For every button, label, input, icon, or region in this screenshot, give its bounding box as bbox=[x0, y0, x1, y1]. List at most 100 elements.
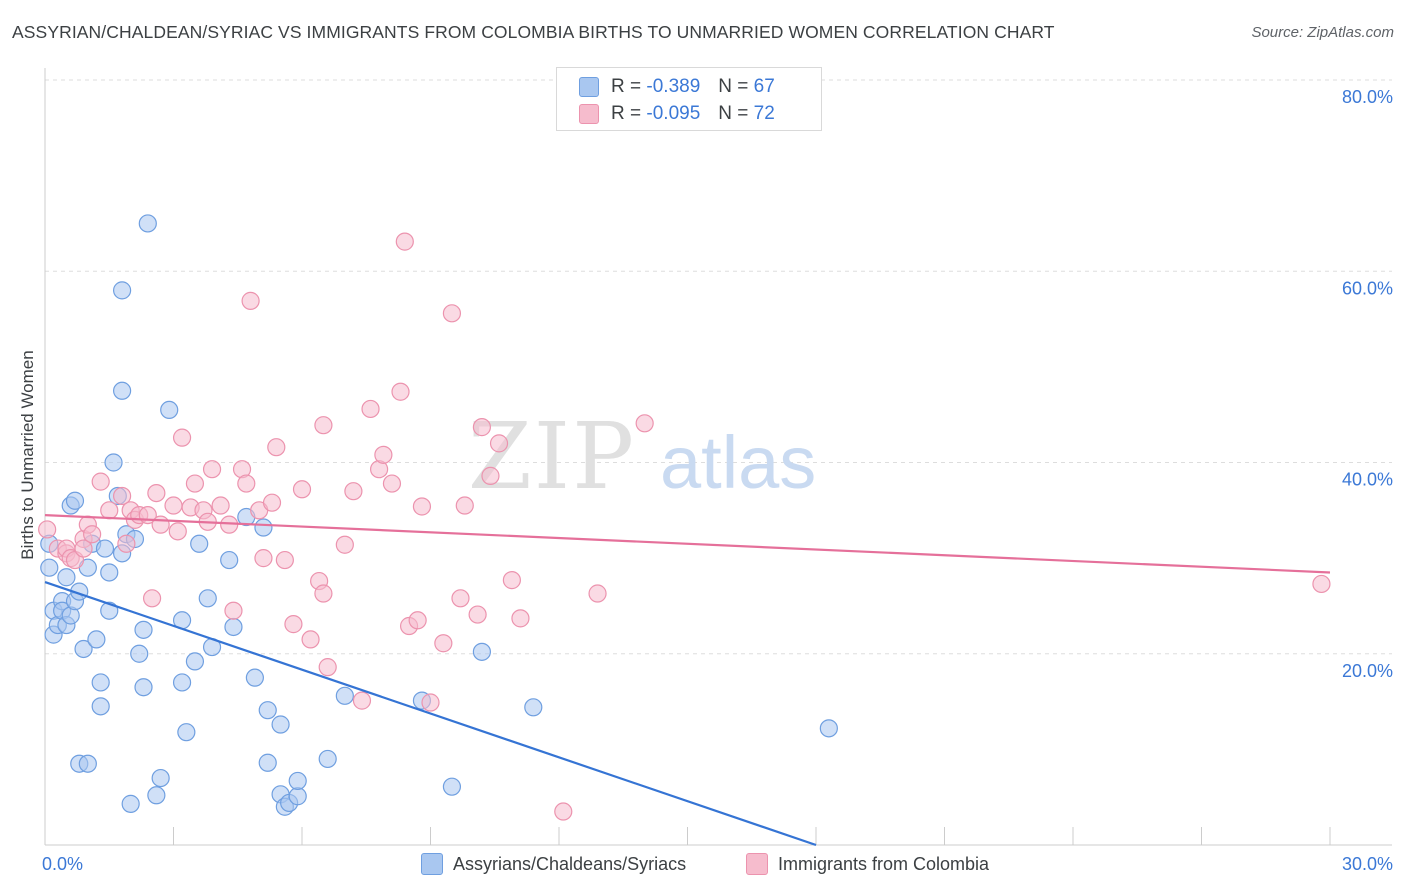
pink-point bbox=[314, 416, 333, 435]
pink-point bbox=[489, 434, 509, 453]
pink-point bbox=[301, 630, 320, 649]
n-label: N = bbox=[718, 76, 749, 97]
pink-point bbox=[237, 474, 256, 493]
pink-point bbox=[468, 605, 487, 624]
y-tick-label: 40.0% bbox=[1342, 470, 1393, 490]
pink-point bbox=[284, 615, 303, 634]
pink-point bbox=[147, 484, 166, 503]
pink-point bbox=[262, 493, 282, 512]
pink-point bbox=[74, 539, 93, 558]
pink-point bbox=[635, 414, 654, 433]
legend-item-assyrians[interactable]: Assyrians/Chaldeans/Syriacs bbox=[421, 852, 686, 876]
pink-point bbox=[442, 304, 462, 323]
n-label: N = bbox=[718, 103, 749, 124]
source-label: Source: ZipAtlas.com bbox=[1251, 24, 1394, 41]
blue-point bbox=[87, 630, 106, 649]
pink-point bbox=[318, 658, 337, 677]
blue-point bbox=[318, 749, 337, 769]
blue-point bbox=[160, 400, 179, 420]
r-label: R = bbox=[611, 76, 642, 97]
blue-point bbox=[100, 563, 119, 582]
pink-point bbox=[451, 589, 470, 608]
pink-point bbox=[314, 584, 333, 603]
pink-point bbox=[472, 418, 491, 437]
pink-point bbox=[588, 584, 607, 603]
blue-point bbox=[819, 719, 838, 738]
blue-point bbox=[147, 786, 166, 805]
blue-point bbox=[112, 281, 132, 300]
blue-trend-line bbox=[44, 580, 817, 847]
stats-row-blue: R = -0.389 N = 67 bbox=[579, 74, 775, 100]
blue-point bbox=[134, 678, 153, 697]
legend-item-colombia[interactable]: Immigrants from Colombia bbox=[746, 852, 989, 876]
n-value: 67 bbox=[753, 76, 775, 97]
pink-point bbox=[254, 549, 273, 568]
x-tick-label: 0.0% bbox=[42, 854, 83, 874]
blue-point bbox=[524, 698, 543, 717]
stats-row-pink: R = -0.095 N = 72 bbox=[579, 101, 775, 127]
pink-swatch bbox=[746, 853, 768, 875]
blue-point bbox=[121, 794, 140, 813]
pink-point bbox=[412, 497, 432, 516]
blue-swatch bbox=[579, 77, 599, 97]
pink-point bbox=[292, 480, 312, 499]
pink-point bbox=[421, 693, 440, 712]
n-value: 72 bbox=[753, 103, 775, 124]
pink-point bbox=[142, 589, 162, 608]
blue-point bbox=[57, 568, 76, 587]
pink-point bbox=[83, 525, 102, 544]
pink-point bbox=[481, 466, 500, 485]
pink-point bbox=[391, 382, 410, 401]
pink-point bbox=[408, 611, 427, 630]
pink-point bbox=[374, 445, 393, 464]
pink-point bbox=[168, 522, 187, 541]
pink-point bbox=[335, 535, 354, 554]
pink-point bbox=[361, 399, 380, 419]
blue-point bbox=[151, 768, 170, 788]
blue-point bbox=[288, 771, 307, 791]
pink-point bbox=[1312, 574, 1331, 594]
pink-point bbox=[91, 472, 110, 491]
pink-point bbox=[117, 534, 136, 553]
blue-point bbox=[78, 754, 97, 773]
blue-point bbox=[258, 753, 277, 772]
r-value: -0.389 bbox=[646, 76, 701, 97]
blue-point bbox=[134, 620, 153, 639]
blue-swatch bbox=[421, 853, 443, 875]
pink-point bbox=[554, 802, 573, 821]
blue-point bbox=[220, 550, 239, 570]
blue-point bbox=[335, 686, 354, 705]
chart-title: ASSYRIAN/CHALDEAN/SYRIAC VS IMMIGRANTS F… bbox=[12, 22, 1055, 42]
pink-point bbox=[344, 482, 363, 501]
blue-point bbox=[74, 639, 93, 659]
blue-point bbox=[254, 518, 273, 537]
r-value: -0.095 bbox=[646, 103, 701, 124]
y-tick-label: 60.0% bbox=[1342, 278, 1393, 298]
blue-point bbox=[271, 715, 290, 734]
blue-point bbox=[91, 673, 110, 692]
pink-point bbox=[434, 634, 453, 653]
blue-point bbox=[198, 589, 217, 608]
pink-point bbox=[224, 601, 243, 620]
pink-point bbox=[185, 474, 205, 493]
blue-point bbox=[138, 214, 157, 233]
pink-point bbox=[164, 496, 183, 515]
pink-point bbox=[267, 438, 286, 457]
blue-point bbox=[245, 668, 264, 687]
legend-label: Assyrians/Chaldeans/Syriacs bbox=[453, 853, 687, 874]
pink-point bbox=[151, 515, 170, 534]
pink-trend-line bbox=[44, 513, 1331, 574]
blue-point bbox=[190, 534, 209, 553]
blue-point bbox=[224, 617, 243, 637]
pink-point bbox=[112, 486, 132, 506]
blue-point bbox=[95, 539, 115, 558]
pink-point bbox=[275, 550, 294, 570]
y-tick-label: 20.0% bbox=[1342, 661, 1393, 681]
blue-point bbox=[185, 652, 205, 671]
blue-point bbox=[65, 491, 85, 510]
blue-point bbox=[104, 453, 123, 472]
blue-point bbox=[91, 697, 110, 716]
pink-point bbox=[241, 291, 260, 310]
pink-swatch bbox=[579, 104, 599, 124]
